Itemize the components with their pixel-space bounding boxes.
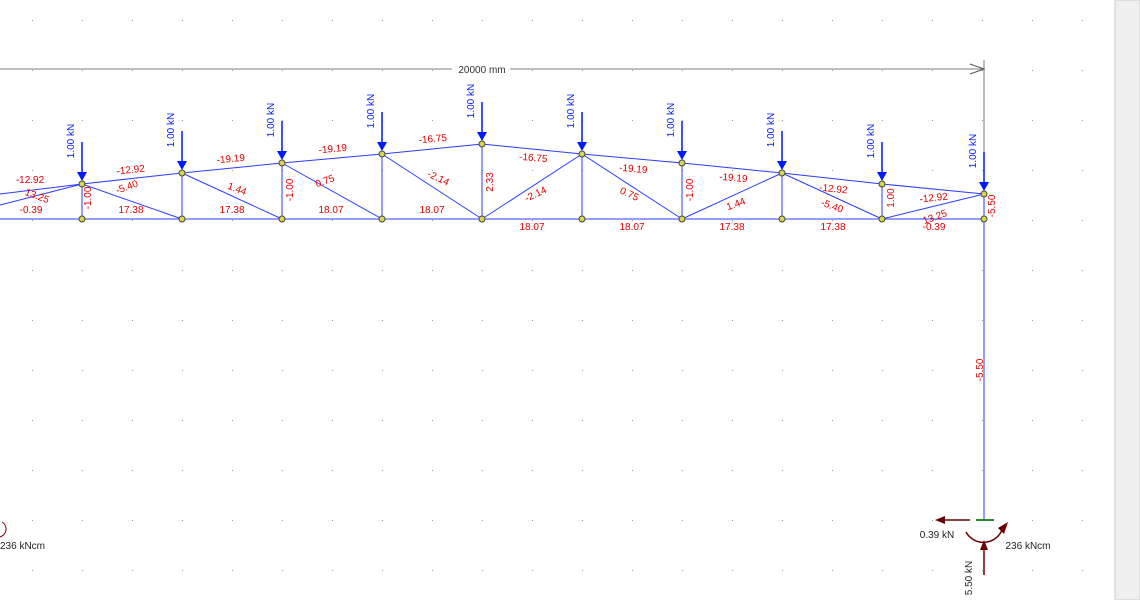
node xyxy=(578,215,586,223)
reaction-label: 236 kNcm xyxy=(1005,541,1050,552)
load-arrowhead xyxy=(577,142,587,151)
load-arrowhead xyxy=(877,172,887,181)
load-label: 1.00 kN xyxy=(466,84,477,118)
member-force: -12.92 xyxy=(116,164,146,178)
member-force: -16.75 xyxy=(519,152,549,165)
member-force: -5.50 xyxy=(987,194,998,217)
member-force: -19.19 xyxy=(318,143,348,156)
member-force: -1.00 xyxy=(83,186,94,209)
member-force: -1.00 xyxy=(685,178,696,201)
member-force: 17.38 xyxy=(820,222,845,233)
node xyxy=(378,215,386,223)
load-arrowhead xyxy=(979,182,989,191)
load-label: 1.00 kN xyxy=(66,124,77,158)
member-force: -19.19 xyxy=(719,172,749,185)
moment-arc xyxy=(965,529,1003,544)
member-force: 2.33 xyxy=(485,172,496,192)
member-force: -19.19 xyxy=(619,163,649,176)
load-arrowhead xyxy=(77,172,87,181)
load-arrowhead xyxy=(377,142,387,151)
moment-arc-left xyxy=(0,521,7,538)
member-force: 17.38 xyxy=(118,205,143,216)
node xyxy=(878,180,886,188)
load-label: 1.00 kN xyxy=(866,124,877,158)
load-label: 1.00 kN xyxy=(266,103,277,137)
load-label: 1.00 kN xyxy=(968,134,979,168)
diagonal xyxy=(381,153,483,220)
node xyxy=(78,215,86,223)
grid xyxy=(0,0,1115,600)
reaction-label: 236 kNcm xyxy=(0,541,45,552)
member-force: -12.92 xyxy=(819,183,849,197)
member-force: 17.38 xyxy=(719,222,744,233)
node xyxy=(778,169,786,177)
member-force: 18.07 xyxy=(519,222,544,233)
member-force: -1.00 xyxy=(285,178,296,201)
node xyxy=(378,150,386,158)
diagonal xyxy=(81,183,183,220)
reaction-v-head xyxy=(980,540,988,550)
dimension-arrow xyxy=(969,63,986,75)
load-arrowhead xyxy=(677,151,687,160)
node xyxy=(478,140,486,148)
member-force: 17.38 xyxy=(219,205,244,216)
node xyxy=(278,215,286,223)
load-label: 1.00 kN xyxy=(566,94,577,128)
diagonal xyxy=(781,172,883,220)
member-force: 18.07 xyxy=(419,205,444,216)
member-force: -0.39 xyxy=(923,222,946,233)
node xyxy=(578,150,586,158)
node xyxy=(678,215,686,223)
diagonal xyxy=(681,172,783,220)
member-force: 18.07 xyxy=(619,222,644,233)
diagonal xyxy=(881,193,985,220)
member-force: -0.39 xyxy=(20,205,43,216)
diagonal xyxy=(481,153,583,220)
member-force: -12.92 xyxy=(919,192,949,206)
dimension-bg xyxy=(452,63,510,75)
member-force: 1.00 xyxy=(886,188,897,208)
diag xyxy=(0,183,83,206)
member-force: 18.07 xyxy=(318,205,343,216)
diagonal xyxy=(181,172,283,220)
load-arrowhead xyxy=(277,151,287,160)
node xyxy=(878,215,886,223)
node xyxy=(178,169,186,177)
moment-head xyxy=(998,522,1008,534)
load-label: 1.00 kN xyxy=(366,94,377,128)
node xyxy=(678,159,686,167)
member-force: -19.19 xyxy=(216,153,246,166)
node xyxy=(980,215,988,223)
node xyxy=(478,215,486,223)
diagonal xyxy=(581,153,683,220)
node xyxy=(778,215,786,223)
reaction-label: 0.39 kN xyxy=(920,530,954,541)
member-force: -12.92 xyxy=(16,175,45,186)
dimension-label: 20000 mm xyxy=(458,65,505,76)
load-arrowhead xyxy=(177,161,187,170)
member-force: -5.50 xyxy=(975,358,986,381)
node xyxy=(78,180,86,188)
reaction-label: 5.50 kN xyxy=(964,561,975,595)
node xyxy=(278,159,286,167)
reaction-h-head xyxy=(935,516,945,524)
load-arrowhead xyxy=(777,161,787,170)
load-arrowhead xyxy=(477,132,487,141)
load-label: 1.00 kN xyxy=(766,113,777,147)
node xyxy=(178,215,186,223)
load-label: 1.00 kN xyxy=(666,103,677,137)
diagonal xyxy=(281,162,383,220)
member-force: -16.75 xyxy=(418,133,448,146)
scrollbar[interactable] xyxy=(1114,0,1140,600)
load-label: 1.00 kN xyxy=(166,113,177,147)
